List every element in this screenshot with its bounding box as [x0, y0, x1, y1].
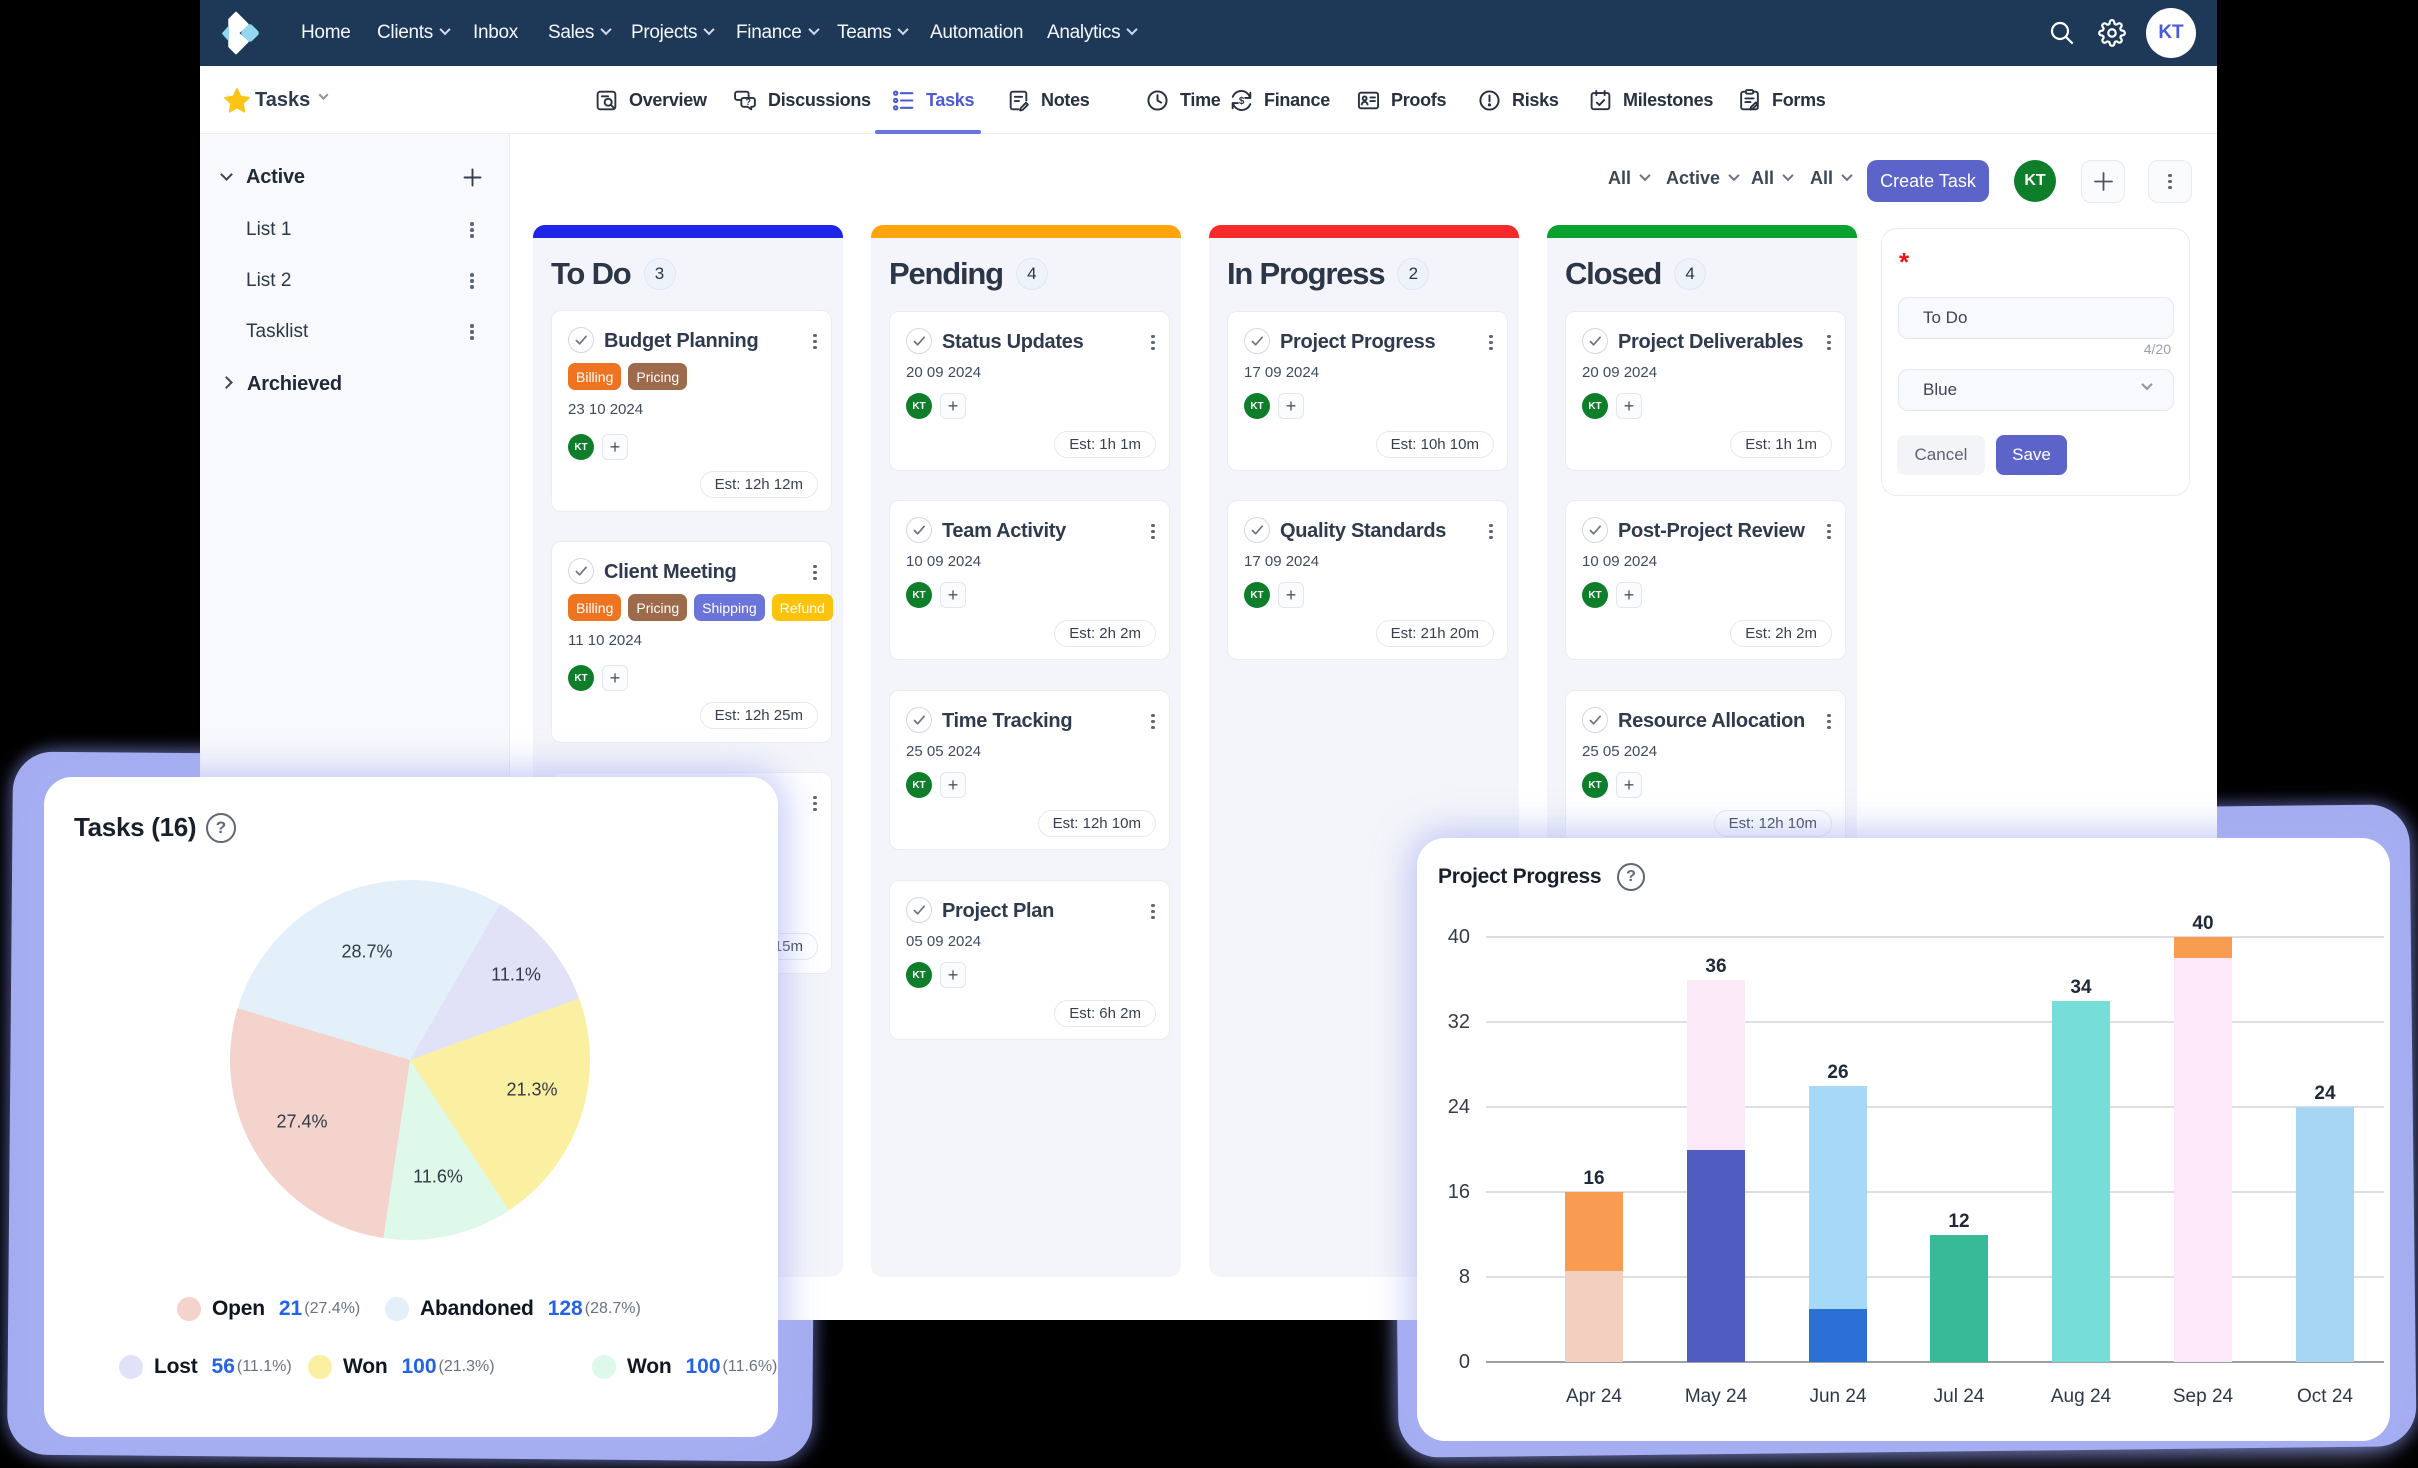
svg-text:$: $ [1239, 95, 1245, 106]
svg-text:?: ? [746, 96, 751, 106]
